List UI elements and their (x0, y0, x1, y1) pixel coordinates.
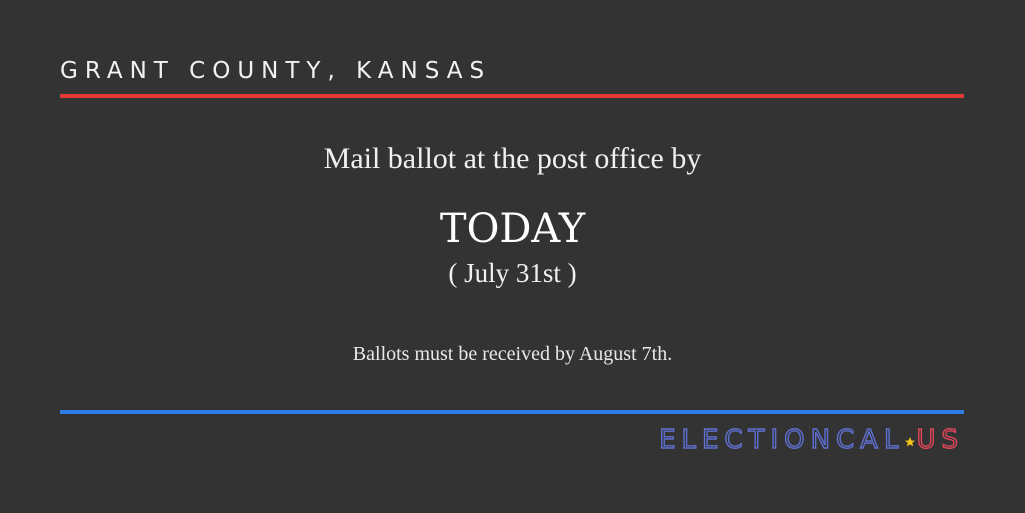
red-rule (60, 94, 964, 98)
note: Ballots must be received by August 7th. (352, 343, 673, 365)
deadline: TODAY (439, 206, 586, 252)
logo-name: ELECTIONCAL (658, 424, 905, 455)
logo-tld: US (916, 424, 964, 455)
blue-rule (60, 410, 964, 414)
county-title: GRANT COUNTY, KANSAS (60, 58, 492, 84)
deadline-date: ( July 31st ) (448, 258, 577, 288)
logo: ELECTIONCAL US (658, 424, 964, 455)
logo-star (905, 437, 916, 447)
lead-text: Mail ballot at the post office by (323, 142, 702, 175)
